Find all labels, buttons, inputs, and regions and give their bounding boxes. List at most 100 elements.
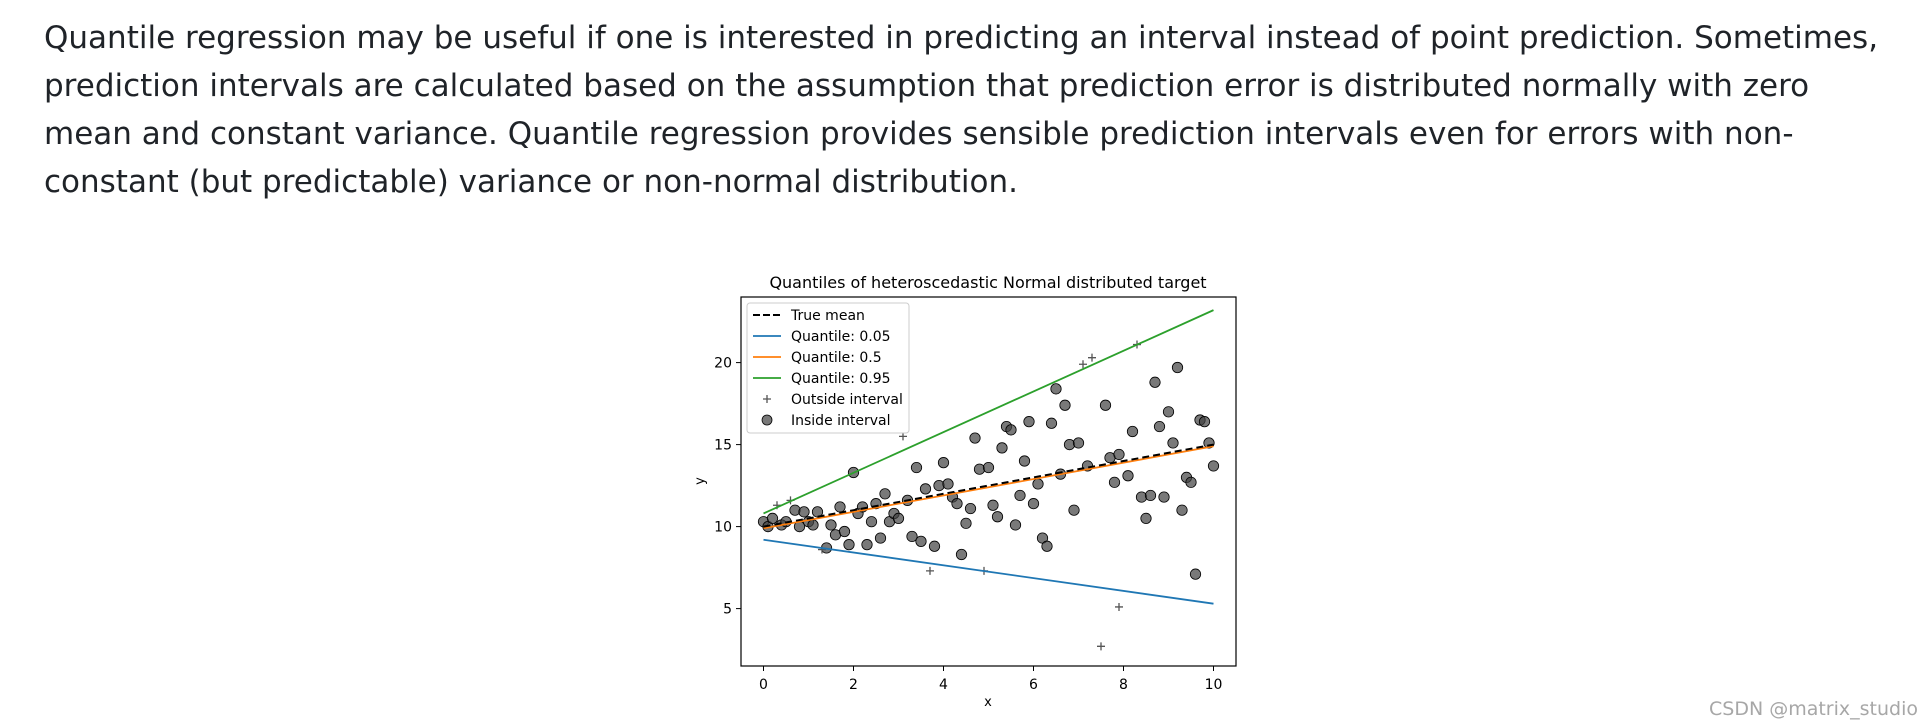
inside-point-2 xyxy=(766,512,779,525)
x-tick-label-5: 10 xyxy=(1205,677,1223,693)
legend-label-0: True mean xyxy=(790,308,865,324)
legend-label-1: Quantile: 0.05 xyxy=(791,329,891,345)
series-line-1 xyxy=(763,538,1214,605)
chart-legend: True mean Quantile: 0.05 Quantile: 0.5 Quan… xyxy=(746,302,910,434)
legend-box xyxy=(746,302,910,434)
axis-ticks: 0 2 4 6 8 10 5 10 15 20 xyxy=(714,356,1222,693)
inside-point-43 xyxy=(973,463,986,475)
outside-point-2 xyxy=(818,545,826,554)
inside-point-59 xyxy=(1050,383,1062,395)
inside-point-88 xyxy=(1207,460,1220,472)
inside-point-75 xyxy=(1149,376,1161,388)
inside-point-35 xyxy=(937,457,950,469)
series-line-2 xyxy=(763,445,1214,530)
inside-point-68 xyxy=(1108,476,1121,488)
chart-title: Quantiles of heteroscedastic Normal dist… xyxy=(769,273,1206,292)
inside-point-9 xyxy=(807,519,819,531)
inside-point-72 xyxy=(1135,491,1148,503)
legend-label-3: Quantile: 0.95 xyxy=(791,371,891,387)
x-tick-label-4: 8 xyxy=(1119,677,1128,693)
outside-point-6 xyxy=(1079,360,1087,369)
plot-area xyxy=(757,309,1220,651)
plot-frame xyxy=(740,296,1237,667)
inside-point-57 xyxy=(1041,540,1053,552)
legend-marker-4 xyxy=(763,395,771,403)
inside-point-83 xyxy=(1185,476,1197,488)
outside-point-3 xyxy=(899,432,907,441)
inside-point-44 xyxy=(982,461,995,474)
y-tick-label-1: 10 xyxy=(714,520,732,536)
inside-point-62 xyxy=(1063,438,1076,451)
inside-point-55 xyxy=(1032,478,1044,490)
inside-point-10 xyxy=(811,506,824,518)
inside-point-50 xyxy=(1009,519,1022,531)
inside-point-74 xyxy=(1144,489,1157,502)
inside-point-49 xyxy=(1005,424,1017,436)
inside-point-81 xyxy=(1176,504,1188,516)
inside-point-54 xyxy=(1027,498,1040,510)
outside-point-4 xyxy=(926,566,934,575)
inside-point-33 xyxy=(928,540,941,552)
inside-point-23 xyxy=(874,532,887,544)
inside-point-52 xyxy=(1018,455,1031,467)
x-tick-label-2: 4 xyxy=(939,677,948,693)
inside-point-70 xyxy=(1122,470,1134,482)
inside-point-66 xyxy=(1099,399,1112,411)
legend-label-5: Inside interval xyxy=(791,413,891,429)
y-axis-label: y xyxy=(693,477,708,485)
inside-point-79 xyxy=(1167,437,1179,449)
inside-point-24 xyxy=(879,488,891,500)
inside-point-45 xyxy=(987,499,999,511)
inside-point-51 xyxy=(1014,489,1026,502)
inside-point-61 xyxy=(1059,399,1071,411)
inside-point-12 xyxy=(825,519,837,531)
y-tick-label-3: 20 xyxy=(714,356,732,372)
inside-point-84 xyxy=(1189,568,1202,580)
inside-point-38 xyxy=(951,498,963,510)
inside-point-86 xyxy=(1198,416,1211,428)
inside-point-36 xyxy=(942,478,954,490)
outside-point-9 xyxy=(1115,602,1123,611)
inside-point-40 xyxy=(960,517,972,529)
inside-point-21 xyxy=(865,516,878,528)
watermark: CSDN @matrix_studio xyxy=(1709,698,1918,720)
inside-point-27 xyxy=(892,512,905,525)
inside-point-63 xyxy=(1068,504,1080,516)
inside-point-39 xyxy=(955,548,968,561)
inside-point-7 xyxy=(798,506,810,518)
inside-point-5 xyxy=(789,504,801,516)
inside-point-32 xyxy=(919,483,932,495)
legend-label-4: Outside interval xyxy=(791,392,903,408)
x-tick-label-0: 0 xyxy=(759,677,768,693)
inside-point-14 xyxy=(834,501,846,513)
inside-point-53 xyxy=(1023,416,1035,428)
x-tick-label-1: 2 xyxy=(849,677,858,693)
inside-point-46 xyxy=(991,511,1004,523)
x-axis-label: x xyxy=(984,695,992,710)
inside-point-80 xyxy=(1171,361,1184,374)
inside-point-34 xyxy=(933,479,945,492)
inside-point-31 xyxy=(915,535,927,547)
inside-point-47 xyxy=(996,442,1008,454)
inside-point-42 xyxy=(969,432,981,444)
inside-point-41 xyxy=(964,502,977,515)
inside-point-15 xyxy=(838,525,851,538)
inside-point-69 xyxy=(1113,448,1125,461)
legend-label-2: Quantile: 0.5 xyxy=(791,350,882,366)
inside-point-20 xyxy=(861,539,873,551)
inside-point-73 xyxy=(1140,512,1152,525)
inside-point-30 xyxy=(910,461,923,474)
outside-point-7 xyxy=(1088,353,1096,362)
y-tick-label-0: 5 xyxy=(723,602,732,618)
outside-point-8 xyxy=(1097,642,1105,651)
inside-point-76 xyxy=(1153,420,1166,433)
x-tick-label-3: 6 xyxy=(1029,677,1038,693)
inside-point-71 xyxy=(1126,425,1139,438)
inside-point-64 xyxy=(1072,437,1085,449)
series-line-3 xyxy=(763,309,1214,515)
inside-point-78 xyxy=(1162,406,1175,418)
article-paragraph: Quantile regression may be useful if one… xyxy=(44,20,1879,200)
inside-point-29 xyxy=(906,530,918,543)
inside-point-16 xyxy=(843,539,855,551)
